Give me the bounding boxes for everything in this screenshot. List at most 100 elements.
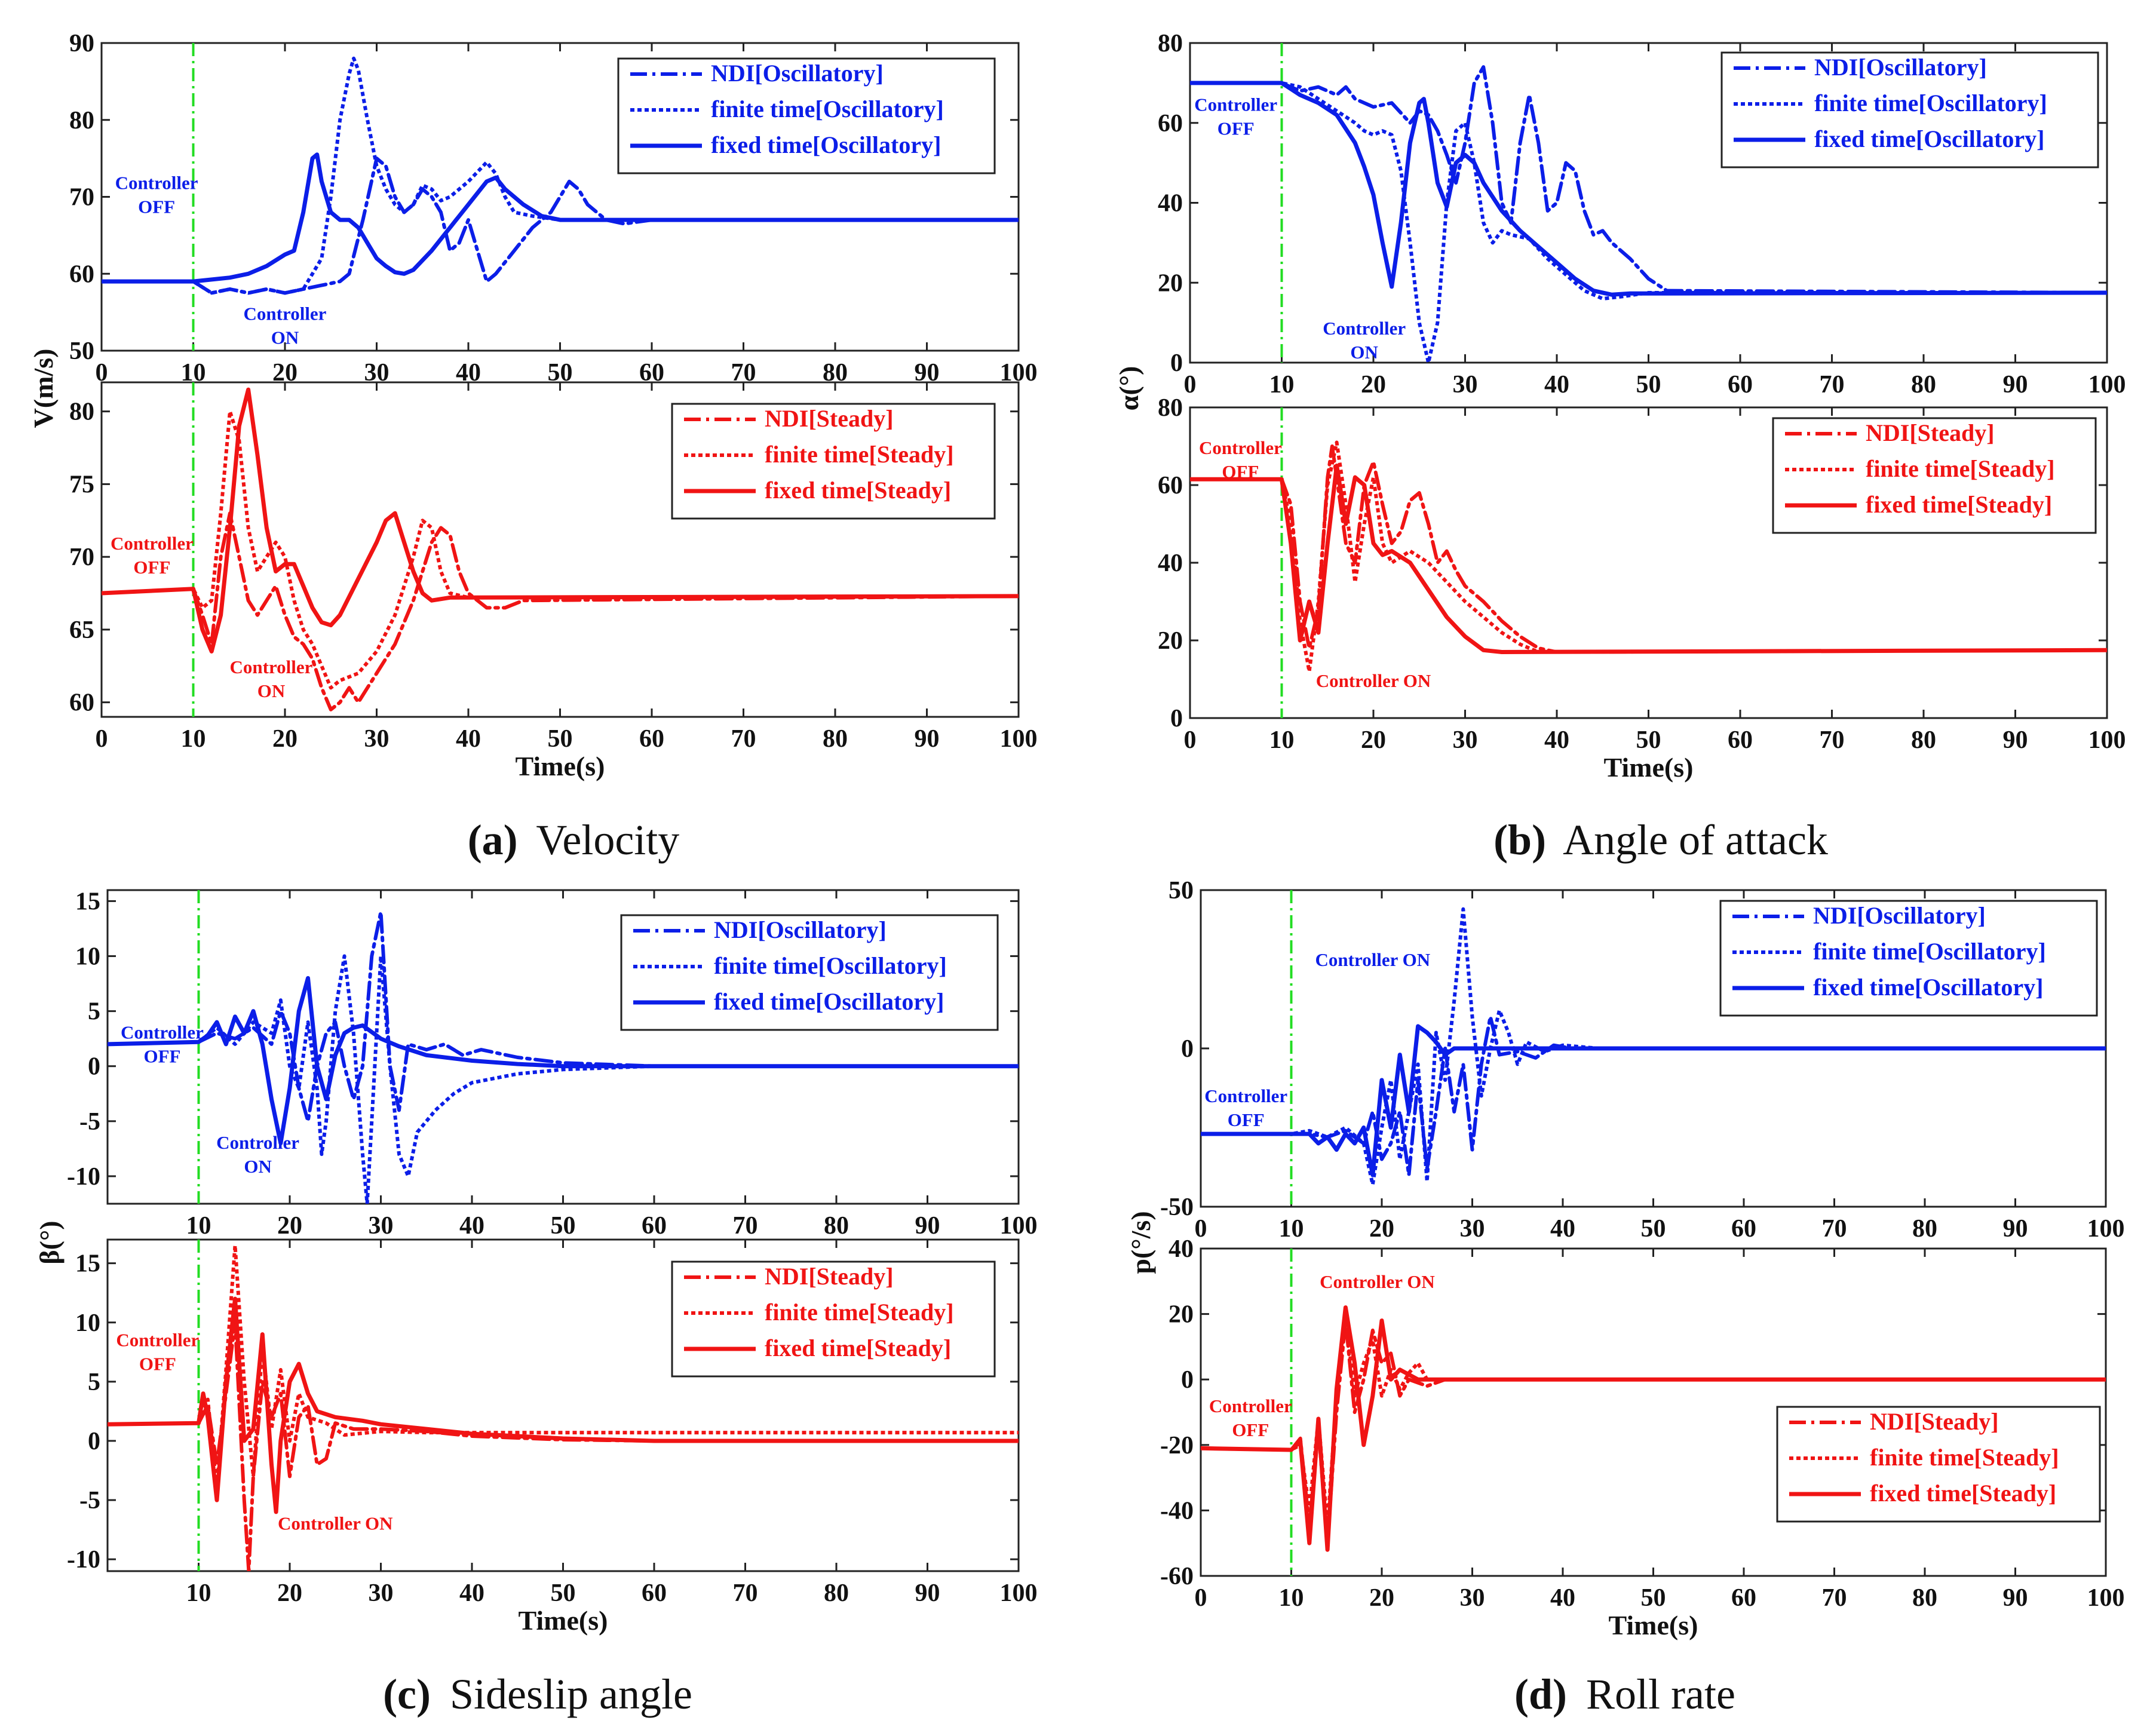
series-group: [102, 43, 1019, 351]
x-tick-label: 10: [1279, 1215, 1304, 1243]
y-tick-label: 60: [69, 260, 94, 288]
annotation-line: Controller ON: [278, 1513, 393, 1534]
y-axis-label: β(°): [34, 1220, 65, 1264]
x-tick-label: 10: [1279, 1584, 1304, 1612]
y-tick-label: 50: [1168, 877, 1194, 904]
x-tick-label: 30: [1453, 371, 1478, 398]
series-line-solid: [1190, 464, 2107, 654]
legend: NDI[Oscillatory] finite time[Oscillatory]…: [617, 57, 996, 174]
x-tick-label: 40: [1544, 726, 1569, 754]
x-tick-label: 90: [2003, 1584, 2028, 1612]
chart-d-bottom: 0 10 20 30 40 50 60 70 80 90 100-60-40-2002040Time…: [1125, 1211, 2125, 1640]
legend-label: fixed time[Steady]: [1870, 1480, 2056, 1507]
x-axis-label: Time(s): [516, 751, 605, 781]
y-tick-label: 0: [1170, 349, 1183, 377]
x-tick-label: 50: [1641, 1215, 1666, 1243]
y-tick-label: 65: [69, 617, 94, 644]
series-line-dotted: [102, 56, 1019, 295]
x-tick-label: 80: [824, 1579, 849, 1607]
x-tick-label: 70: [731, 725, 756, 753]
y-tick-label: 60: [1158, 110, 1183, 137]
chart-b-bottom: 0 10 20 30 40 50 60 70 80 90 100 0 20 40 60 80 Time(s) Co…: [1158, 394, 2126, 783]
x-tick-label: 60: [1731, 1584, 1756, 1612]
x-tick-label: 50: [551, 1579, 576, 1607]
x-tick-label: 80: [1911, 726, 1936, 754]
x-tick-label: 60: [642, 1579, 667, 1607]
x-tick-label: 10: [1269, 371, 1295, 398]
y-tick-label: -20: [1160, 1432, 1194, 1459]
legend-box: [671, 1260, 996, 1378]
legend-label: fixed time[Steady]: [765, 477, 951, 504]
series-line-dashdot: [1190, 65, 2107, 295]
x-tick-label: 100: [1000, 725, 1038, 753]
series-line-solid: [102, 387, 1019, 654]
x-tick-label: 40: [1550, 1584, 1575, 1612]
y-tick-label: -10: [67, 1163, 100, 1191]
y-tick-label: 10: [75, 1309, 100, 1337]
series-group: [108, 1240, 1019, 1571]
x-tick-label: 70: [733, 1579, 758, 1607]
controller-annotation: Controller ON: [1323, 318, 1406, 363]
annotation-line: Controller: [244, 303, 327, 324]
x-tick-label: 20: [1361, 726, 1386, 754]
legend-label: finite time[Steady]: [1870, 1444, 2059, 1471]
series-line-dotted: [1201, 1312, 2106, 1529]
legend-label: fixed time[Steady]: [1866, 491, 2052, 518]
annotation-line: OFF: [1232, 1419, 1269, 1440]
x-tick-label: 90: [915, 1579, 940, 1607]
controller-annotation: Controller OFF: [116, 1329, 199, 1374]
annotation-line: OFF: [1222, 461, 1259, 482]
x-tick-label: 70: [1820, 371, 1845, 398]
caption-a-letter: (a): [468, 816, 518, 864]
y-tick-label: 20: [1168, 1301, 1194, 1329]
x-tick-label: 60: [639, 725, 664, 753]
y-tick-label: 50: [69, 338, 94, 365]
x-tick-label: 90: [2003, 726, 2028, 754]
y-tick-label: 10: [75, 943, 100, 971]
x-tick-label: 20: [277, 1579, 302, 1607]
y-tick-label: 70: [69, 544, 94, 571]
y-axis-label: α(°): [1114, 366, 1144, 411]
series-line-dotted: [1201, 907, 2106, 1186]
legend-label: fixed time[Steady]: [765, 1335, 951, 1361]
x-tick-label: 40: [1544, 371, 1569, 398]
x-tick-label: 0: [1195, 1215, 1207, 1243]
legend-box: [1772, 417, 2097, 534]
x-tick-label: 70: [1822, 1215, 1847, 1243]
legend-label: finite time[Oscillatory]: [1814, 90, 2047, 116]
controller-annotation: Controller OFF: [1204, 1085, 1287, 1130]
series-line-solid: [1190, 81, 2107, 297]
annotation-line: OFF: [144, 1046, 181, 1067]
legend: NDI[Steady] finite time[Steady] fixed time…: [1776, 1406, 2101, 1523]
legend-label: fixed time[Oscillatory]: [711, 131, 941, 158]
x-axis-label: Time(s): [519, 1605, 608, 1636]
legend-label: finite time[Oscillatory]: [1813, 938, 2046, 965]
y-tick-label: 20: [1158, 627, 1183, 655]
x-tick-label: 100: [2088, 371, 2126, 398]
controller-annotation: Controller ON: [278, 1513, 393, 1534]
series-group: [1201, 890, 2106, 1207]
annotation-line: OFF: [133, 557, 170, 578]
caption-b: (b) Angle of attack: [1493, 816, 1828, 864]
caption-d-letter: (d): [1514, 1670, 1567, 1718]
y-tick-label: 15: [75, 1250, 100, 1278]
annotation-line: Controller: [230, 657, 313, 677]
x-tick-label: 60: [1728, 726, 1753, 754]
y-tick-label: 5: [88, 1369, 100, 1396]
y-tick-label: 40: [1168, 1235, 1194, 1263]
x-tick-label: 60: [642, 1212, 667, 1240]
x-tick-label: 100: [2087, 1584, 2125, 1612]
chart-b-top: 0 10 20 30 40 50 60 70 80 90 100 0 20 40 60 80 α(°) Contr…: [1114, 30, 2126, 410]
legend-label: finite time[Oscillatory]: [711, 96, 944, 122]
x-tick-label: 10: [186, 1212, 211, 1240]
series-line-dashdot: [108, 910, 1019, 1123]
annotation-line: Controller: [1194, 94, 1277, 115]
legend-box: [1720, 51, 2099, 168]
x-tick-label: 50: [1636, 371, 1661, 398]
y-tick-label: 75: [69, 471, 94, 498]
annotation-line: OFF: [139, 1353, 176, 1374]
x-tick-label: 30: [1460, 1584, 1485, 1612]
legend: NDI[Steady] finite time[Steady] fixed time…: [671, 403, 996, 520]
series-line-dotted: [1190, 440, 2107, 673]
